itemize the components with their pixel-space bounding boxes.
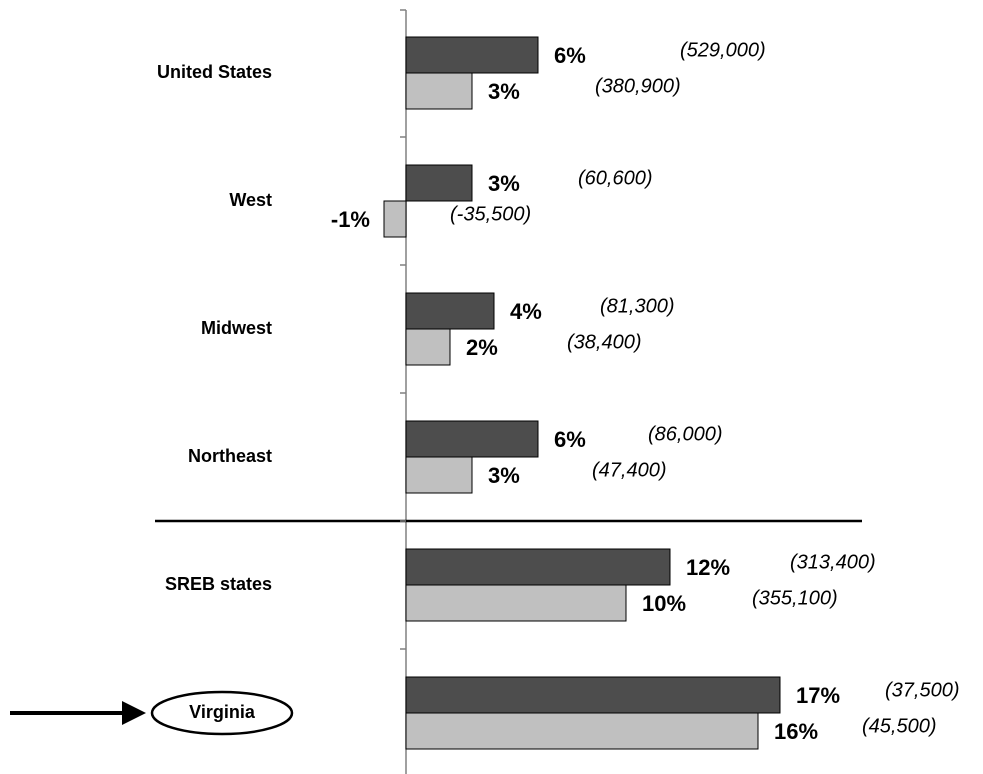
category-label: West xyxy=(229,190,272,210)
count-annotation: (45,500) xyxy=(862,715,937,737)
count-annotation: (529,000) xyxy=(680,39,766,61)
count-annotation: (60,600) xyxy=(578,167,653,189)
category-label: Midwest xyxy=(201,318,272,338)
count-annotation: (38,400) xyxy=(567,331,642,353)
value-label: 16% xyxy=(774,719,818,744)
value-label: 6% xyxy=(554,427,586,452)
value-label: 17% xyxy=(796,683,840,708)
bar xyxy=(405,72,473,110)
bar xyxy=(405,420,539,458)
count-annotation: (47,400) xyxy=(592,459,667,481)
bar xyxy=(405,456,473,494)
bar xyxy=(405,292,495,330)
value-label: 3% xyxy=(488,463,520,488)
bar xyxy=(405,676,781,714)
count-annotation: (380,900) xyxy=(595,75,681,97)
count-annotation: (313,400) xyxy=(790,551,876,573)
bar xyxy=(405,548,671,586)
arrow-head xyxy=(122,701,146,725)
value-label: -1% xyxy=(331,207,370,232)
bar xyxy=(405,164,473,202)
count-annotation: (355,100) xyxy=(752,587,838,609)
category-label: SREB states xyxy=(165,574,272,594)
count-annotation: (37,500) xyxy=(885,679,960,701)
value-label: 10% xyxy=(642,591,686,616)
highlight-ellipse xyxy=(150,690,294,736)
value-label: 2% xyxy=(466,335,498,360)
value-label: 12% xyxy=(686,555,730,580)
category-label: Virginia xyxy=(189,702,256,722)
value-label: 6% xyxy=(554,43,586,68)
bar xyxy=(383,200,407,238)
count-annotation: (81,300) xyxy=(600,295,675,317)
count-annotation: (86,000) xyxy=(648,423,723,445)
bar xyxy=(405,584,627,622)
value-label: 3% xyxy=(488,171,520,196)
value-label: 3% xyxy=(488,79,520,104)
count-annotation: (-35,500) xyxy=(450,203,531,225)
bar xyxy=(405,328,451,366)
category-label: Northeast xyxy=(188,446,272,466)
bar xyxy=(405,712,759,750)
value-label: 4% xyxy=(510,299,542,324)
category-label: United States xyxy=(157,62,272,82)
bar xyxy=(405,36,539,74)
